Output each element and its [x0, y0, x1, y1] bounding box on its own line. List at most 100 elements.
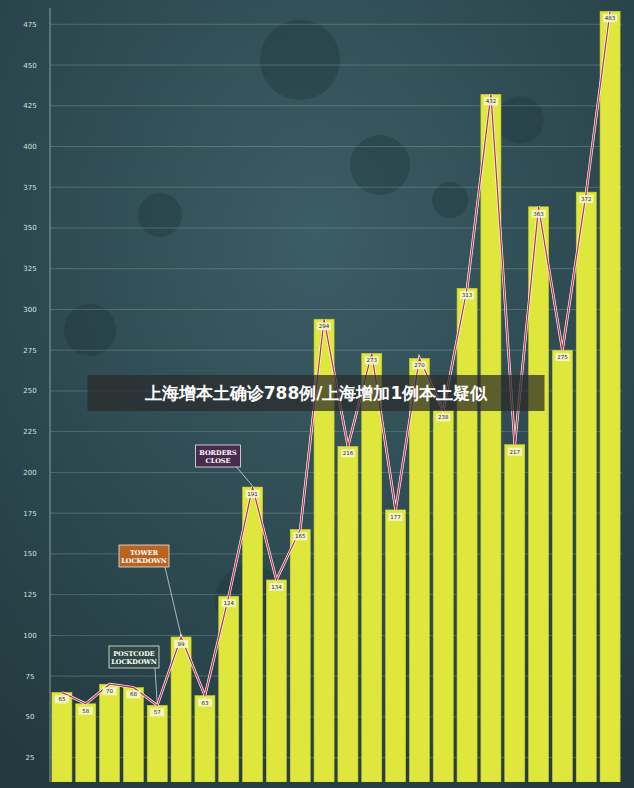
data-label: 63 [201, 700, 208, 706]
bar [600, 11, 620, 782]
annotation: POSTCODELOCKDOWN [111, 650, 157, 666]
bar [386, 510, 406, 782]
leader-line [165, 567, 181, 636]
label-bg [269, 583, 283, 591]
label-bg [365, 356, 379, 364]
label-bg [103, 687, 117, 695]
bar [290, 529, 310, 782]
data-label: 124 [224, 600, 235, 606]
data-label: 177 [390, 514, 401, 520]
title-banner [88, 375, 545, 411]
data-label: 313 [462, 292, 473, 298]
label-bg [317, 322, 331, 330]
label-bg [198, 699, 212, 707]
bar [123, 687, 143, 782]
title: 上海增本土确诊788例/上海增加1例本土疑似 [144, 383, 489, 403]
label-bg [174, 640, 188, 648]
data-label: 238 [438, 414, 449, 420]
label-bg [293, 532, 307, 540]
label-bg [126, 690, 140, 698]
tick-label: 350 [23, 224, 36, 232]
plot-area [52, 11, 620, 782]
data-label: 99 [178, 641, 185, 647]
bar [457, 288, 477, 782]
bar [266, 580, 286, 782]
grid-line [50, 187, 622, 188]
label-bg [436, 413, 450, 421]
bar [76, 704, 96, 782]
chart: 2550751001251501752002252502753003253503… [0, 0, 634, 788]
data-label: 65 [58, 696, 65, 702]
bar [576, 192, 596, 782]
data-label: 57 [154, 709, 161, 715]
bar [409, 358, 429, 782]
tick-label: 200 [23, 469, 36, 477]
tick-label: 325 [23, 265, 36, 273]
bar [552, 350, 572, 782]
annotation-box [196, 445, 241, 467]
label-bg [555, 353, 569, 361]
leader-line [155, 668, 157, 704]
data-label: 294 [319, 323, 330, 329]
label-bg [246, 490, 260, 498]
texture [350, 135, 410, 195]
trend-line [62, 11, 610, 705]
tick-label: 150 [23, 550, 36, 558]
label-bg [341, 449, 355, 457]
data-label: 70 [106, 688, 113, 694]
data-label: 275 [557, 354, 568, 360]
grid-line [50, 65, 622, 66]
annotation-box [119, 545, 169, 567]
tick-label: 125 [23, 591, 36, 599]
data-label: 165 [295, 533, 306, 539]
data-label: 273 [367, 357, 378, 363]
bar [147, 705, 167, 782]
bar [338, 446, 358, 782]
label-bg [222, 599, 236, 607]
label-bg [484, 97, 498, 105]
leader-line [237, 467, 253, 486]
annotation-box [109, 646, 159, 668]
tick-label: 250 [23, 387, 36, 395]
data-label: 363 [533, 211, 544, 217]
data-label: 191 [247, 491, 258, 497]
texture [496, 96, 544, 144]
bar [195, 696, 215, 782]
data-label: 432 [486, 98, 497, 104]
data-label: 483 [605, 15, 616, 21]
data-label: 372 [581, 196, 592, 202]
tick-label: 100 [23, 632, 36, 640]
y-axis-line [50, 8, 51, 782]
bar [505, 445, 525, 782]
bar [433, 410, 453, 782]
bar [529, 207, 549, 782]
texture [260, 20, 340, 100]
grid-line [50, 146, 622, 147]
data-label: 217 [510, 449, 521, 455]
data-label: 58 [82, 708, 89, 714]
data-label: 216 [343, 450, 354, 456]
tick-label: 50 [26, 713, 35, 721]
tick-label: 300 [23, 306, 36, 314]
label-bg [603, 14, 617, 22]
grid-line [50, 24, 622, 25]
label-bg [579, 195, 593, 203]
texture [64, 304, 116, 356]
background [0, 0, 634, 788]
tick-label: 75 [26, 673, 35, 681]
label-bg [150, 708, 164, 716]
label-bg [55, 695, 69, 703]
tick-label: 475 [23, 21, 36, 29]
tick-label: 425 [23, 102, 36, 110]
data-label: 68 [130, 691, 137, 697]
bar [100, 684, 120, 782]
tick-label: 25 [26, 754, 35, 762]
label-bg [532, 210, 546, 218]
annotation: BORDERSCLOSE [199, 449, 237, 465]
tick-label: 225 [23, 428, 36, 436]
label-bg [412, 361, 426, 369]
bar [52, 692, 72, 782]
tick-label: 450 [23, 62, 36, 70]
label-bg [508, 448, 522, 456]
line-halo [62, 11, 610, 705]
